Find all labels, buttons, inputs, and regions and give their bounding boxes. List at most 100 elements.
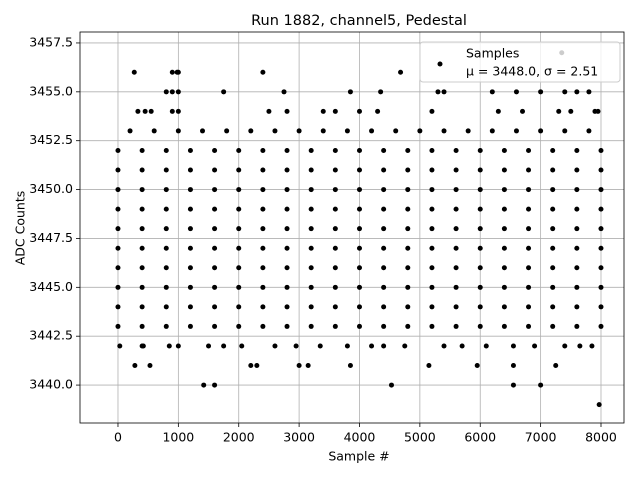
point	[453, 245, 459, 251]
point	[139, 265, 145, 271]
point	[556, 108, 562, 114]
point	[212, 187, 218, 193]
point	[212, 245, 218, 251]
point	[236, 167, 242, 173]
point	[260, 226, 266, 232]
point	[388, 382, 394, 388]
point	[526, 304, 532, 310]
point	[429, 108, 435, 114]
point	[284, 226, 290, 232]
legend-note: μ = 3448.0, σ = 2.51	[466, 64, 598, 79]
point	[356, 323, 362, 329]
point	[132, 363, 138, 369]
point	[320, 108, 326, 114]
point	[538, 128, 544, 134]
point	[148, 108, 154, 114]
point	[453, 265, 459, 271]
point	[574, 265, 580, 271]
point	[266, 108, 272, 114]
point	[139, 226, 145, 232]
point	[206, 343, 212, 349]
point	[532, 343, 538, 349]
point	[332, 147, 338, 153]
point	[308, 206, 314, 212]
point	[598, 206, 604, 212]
point	[453, 304, 459, 310]
point	[163, 226, 169, 232]
point	[284, 304, 290, 310]
point	[248, 363, 254, 369]
point	[574, 245, 580, 251]
point	[513, 128, 519, 134]
point	[212, 284, 218, 290]
point	[284, 206, 290, 212]
point	[187, 167, 193, 173]
point	[332, 304, 338, 310]
point	[356, 108, 362, 114]
point	[510, 343, 516, 349]
point	[550, 304, 556, 310]
point	[429, 245, 435, 251]
point	[187, 226, 193, 232]
point	[453, 206, 459, 212]
point	[212, 226, 218, 232]
point	[284, 284, 290, 290]
point	[147, 363, 153, 369]
point	[344, 128, 350, 134]
point	[151, 128, 157, 134]
point	[402, 343, 408, 349]
point	[501, 206, 507, 212]
point	[526, 167, 532, 173]
point	[260, 304, 266, 310]
point	[163, 167, 169, 173]
point	[598, 187, 604, 193]
x-tick-label: 8000	[585, 430, 617, 445]
point	[429, 206, 435, 212]
point	[526, 226, 532, 232]
point	[221, 89, 227, 95]
y-tick-label: 3445.0	[29, 279, 73, 294]
point	[526, 206, 532, 212]
point	[169, 89, 175, 95]
point	[260, 323, 266, 329]
legend: Samples μ = 3448.0, σ = 2.51	[419, 41, 621, 83]
point	[477, 245, 483, 251]
point	[187, 245, 193, 251]
point	[212, 206, 218, 212]
series	[115, 50, 604, 408]
point	[356, 304, 362, 310]
point	[221, 343, 227, 349]
x-tick-label: 3000	[283, 430, 315, 445]
point	[477, 167, 483, 173]
point	[510, 382, 516, 388]
point	[595, 108, 601, 114]
point	[381, 304, 387, 310]
point	[405, 265, 411, 271]
point	[550, 167, 556, 173]
point	[501, 167, 507, 173]
point	[501, 226, 507, 232]
point	[501, 284, 507, 290]
point	[236, 265, 242, 271]
point	[305, 363, 311, 369]
point	[117, 343, 123, 349]
point	[495, 108, 501, 114]
point	[381, 343, 387, 349]
point	[175, 69, 181, 75]
point	[317, 343, 323, 349]
point	[347, 363, 353, 369]
point	[115, 284, 121, 290]
point	[405, 187, 411, 193]
point	[163, 147, 169, 153]
y-tick-label: 3452.5	[29, 132, 73, 147]
x-tick-label: 7000	[525, 430, 557, 445]
point	[356, 245, 362, 251]
point	[510, 363, 516, 369]
point	[236, 187, 242, 193]
point	[212, 167, 218, 173]
point	[175, 128, 181, 134]
point	[586, 128, 592, 134]
point	[308, 265, 314, 271]
point	[163, 284, 169, 290]
point	[115, 206, 121, 212]
